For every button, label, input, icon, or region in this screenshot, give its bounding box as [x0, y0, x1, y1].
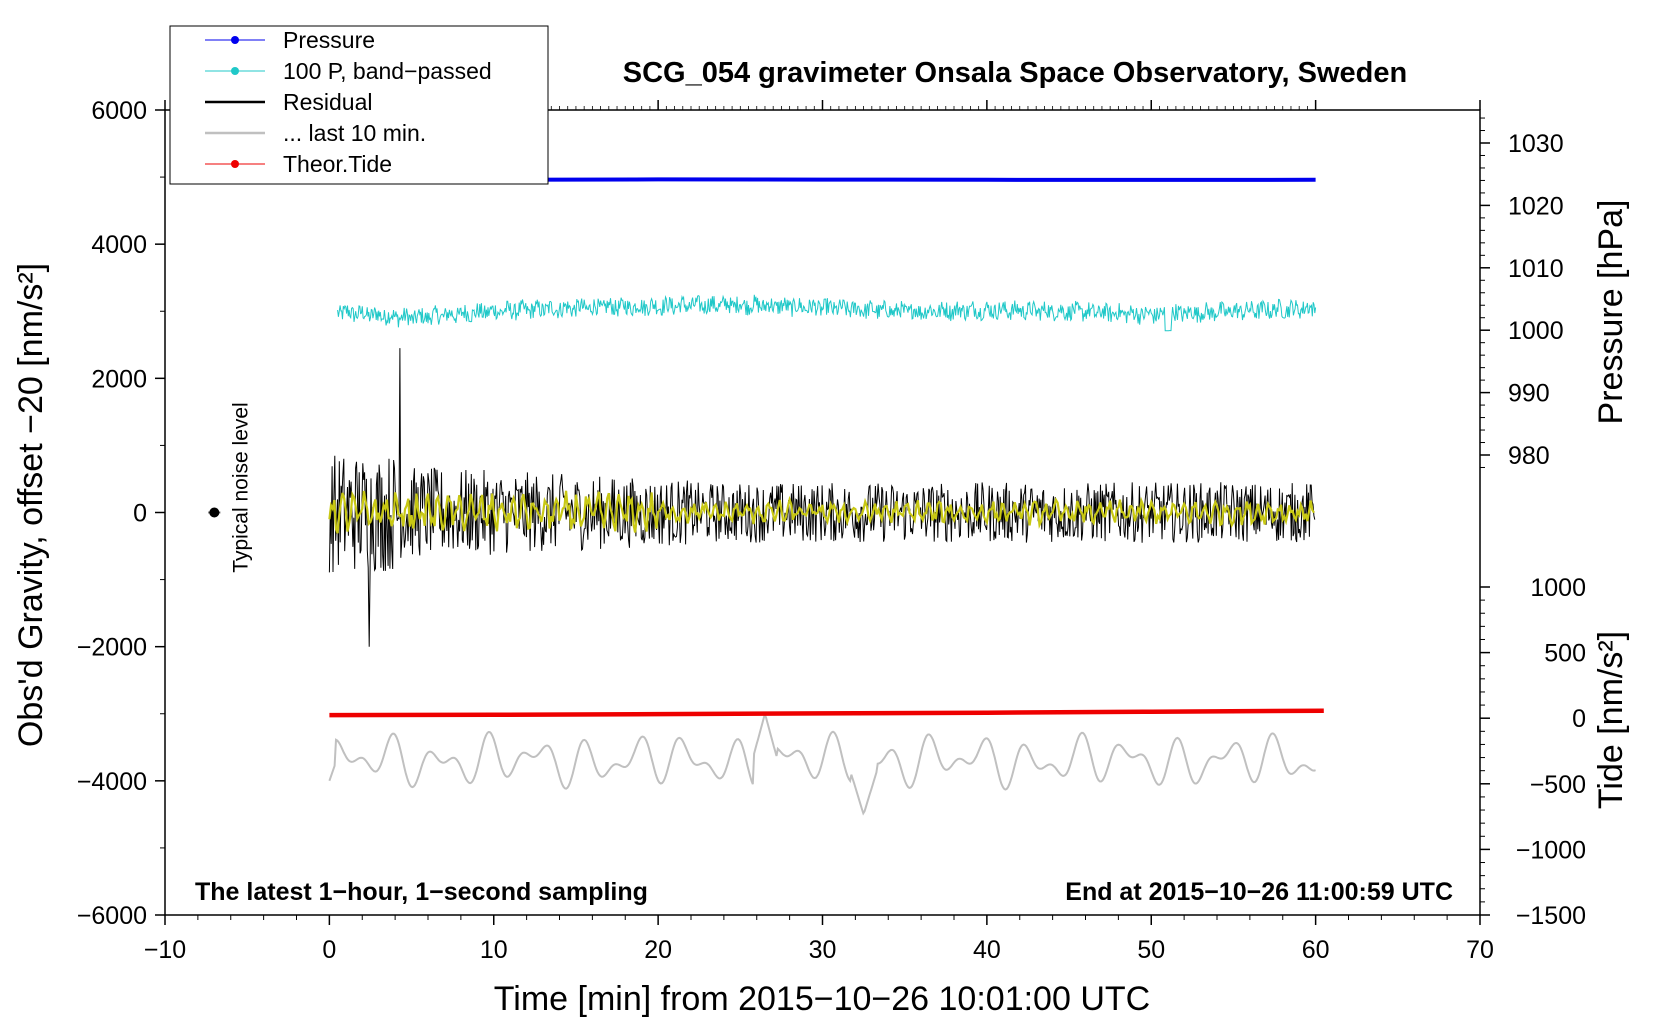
- series-layer: [328, 177, 1324, 816]
- y-axis-label-left: Obs'd Gravity, offset −20 [nm/s²]: [12, 263, 50, 747]
- annotation-end-time: End at 2015−10−26 11:00:59 UTC: [1065, 878, 1453, 906]
- legend-label: Theor.Tide: [283, 151, 392, 177]
- pressure-tick-label: 980: [1508, 442, 1550, 470]
- noise-level-label: Typical noise level: [229, 402, 252, 572]
- legend-label: Pressure: [283, 27, 375, 53]
- x-tick-label: 60: [1302, 936, 1330, 964]
- y-tick-label: −4000: [77, 768, 147, 796]
- y-axis-label-tide: Tide [nm/s²]: [1592, 631, 1630, 809]
- pressure-tick-label: 1030: [1508, 130, 1564, 158]
- y-tick-label: 2000: [91, 365, 147, 393]
- y-tick-label: 0: [133, 500, 147, 528]
- legend-box: [169, 25, 549, 185]
- x-tick-label: 70: [1466, 936, 1494, 964]
- annotation-sampling: The latest 1−hour, 1−second sampling: [195, 878, 648, 906]
- x-tick-label: 20: [644, 936, 672, 964]
- tide-tick-label: −1000: [1516, 836, 1586, 864]
- legend-label: ... last 10 min.: [283, 120, 426, 146]
- legend-marker: [231, 160, 239, 168]
- tide-tick-label: −500: [1530, 771, 1586, 799]
- series-filtered-residual-line: [328, 490, 1315, 534]
- tick-layer: −10 0 10 20 30 40 50 60 706000400020000−2000−400…: [77, 97, 1586, 964]
- legend-items: Pressure 100 P, band−passed Residual ... la…: [205, 27, 492, 177]
- legend: Pressure 100 P, band−passed Residual ... la…: [169, 25, 549, 185]
- chart-title: SCG_054 gravimeter Onsala Space Observat…: [623, 57, 1407, 89]
- x-tick-label: 0: [322, 936, 336, 964]
- x-tick-label: 30: [809, 936, 837, 964]
- y-tick-label: 6000: [91, 97, 147, 125]
- y-tick-label: 4000: [91, 231, 147, 259]
- tide-tick-label: 0: [1572, 705, 1586, 733]
- tide-tick-label: −1500: [1516, 902, 1586, 930]
- legend-label: Residual: [283, 89, 373, 115]
- y-tick-label: −6000: [77, 902, 147, 930]
- y-tick-label: −2000: [77, 634, 147, 662]
- series-pressure-bandpassed-line: [337, 294, 1317, 332]
- pressure-tick-label: 990: [1508, 380, 1550, 408]
- x-tick-label: 50: [1137, 936, 1165, 964]
- pressure-tick-label: 1020: [1508, 192, 1564, 220]
- x-axis-label: Time [min] from 2015−10−26 10:01:00 UTC: [494, 980, 1150, 1018]
- x-tick-label: −10: [144, 936, 186, 964]
- y-axis-label-pressure: Pressure [hPa]: [1592, 200, 1630, 425]
- series-theoretical-tide-line: [329, 708, 1324, 718]
- x-tick-label: 40: [973, 936, 1001, 964]
- tide-tick-label: 500: [1544, 640, 1586, 668]
- pressure-tick-label: 1010: [1508, 255, 1564, 283]
- series-last-10-min-line: [328, 712, 1316, 816]
- tide-tick-label: 1000: [1530, 574, 1586, 602]
- legend-marker: [231, 36, 239, 44]
- x-tick-label: 10: [480, 936, 508, 964]
- legend-label: 100 P, band−passed: [283, 58, 492, 84]
- noise-level-marker: [209, 507, 220, 518]
- legend-marker: [231, 67, 239, 75]
- pressure-tick-label: 1000: [1508, 317, 1564, 345]
